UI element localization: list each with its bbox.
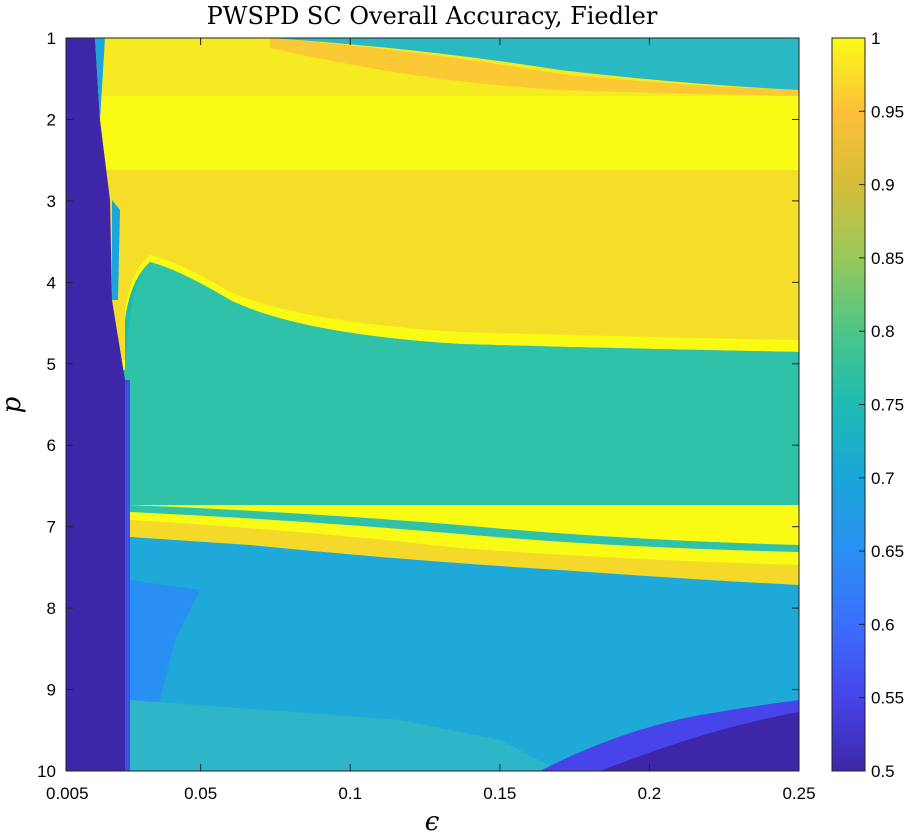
x-tick-label: 0.005 (46, 784, 89, 803)
y-axis-label: p (0, 396, 27, 413)
y-tick-label: 8 (47, 599, 56, 618)
x-tick-label: 0.2 (638, 784, 662, 803)
y-tick-label: 4 (47, 273, 56, 292)
colorbar-tick-label: 0.55 (871, 689, 904, 708)
colorbar-tick-label: 0.65 (871, 542, 904, 561)
region-bottom-right-dark (600, 712, 799, 771)
y-tick-label: 10 (37, 762, 56, 781)
heatmap-cells (66, 38, 799, 771)
region-middle-teal (125, 262, 799, 505)
colorbar-tick-label: 1 (871, 29, 880, 48)
y-tick-label: 7 (47, 518, 56, 537)
colorbar-ticks: 0.5 0.55 0.6 0.65 0.7 0.75 0.8 0.85 0.9 0.95 1 (859, 29, 904, 781)
region-top-orange-edge (270, 38, 799, 96)
region-stripe-teal-gap (130, 505, 799, 552)
region-bottom-teal (130, 700, 560, 771)
colorbar-tick-label: 0.75 (871, 396, 904, 415)
colorbar-tick-label: 0.85 (871, 249, 904, 268)
colorbar-tick-label: 0.8 (871, 322, 895, 341)
plot-frame (65, 37, 800, 772)
x-tick-label: 0.25 (782, 784, 815, 803)
colorbar-tick-label: 0.9 (871, 176, 895, 195)
x-axis: 0.005 0.05 0.1 0.15 0.2 0.25 (46, 38, 816, 803)
x-tick-label: 0.05 (184, 784, 217, 803)
region-left-dark-column (66, 38, 130, 771)
region-top-right-cyan (66, 38, 799, 90)
y-tick-label: 2 (47, 110, 56, 129)
y-tick-label: 1 (47, 29, 56, 48)
region-left-blue-edge (125, 380, 130, 771)
y-tick-label: 9 (47, 681, 56, 700)
y-axis: 1 2 3 4 5 6 7 8 9 10 (37, 29, 799, 781)
colorbar-tick-label: 0.5 (871, 762, 895, 781)
region-lower-blue-wedge (130, 580, 200, 740)
y-tick-label: 6 (47, 436, 56, 455)
x-tick-label: 0.15 (483, 784, 516, 803)
chart-title: PWSPD SC Overall Accuracy, Fiedler (207, 2, 658, 30)
colorbar-tick-label: 0.7 (871, 469, 895, 488)
x-tick-label: 0.1 (338, 784, 362, 803)
region-left-cyan-sliver (95, 38, 105, 120)
y-tick-label: 5 (47, 355, 56, 374)
y-tick-label: 3 (47, 192, 56, 211)
region-lower-gold-stripe (130, 520, 799, 585)
colorbar-tick-label: 0.6 (871, 615, 895, 634)
region-left-cyan-sliver-2 (112, 200, 120, 300)
colorbar-tick-label: 0.95 (871, 102, 904, 121)
region-upper-gold (66, 170, 799, 360)
x-axis-label: ϵ (425, 807, 440, 836)
